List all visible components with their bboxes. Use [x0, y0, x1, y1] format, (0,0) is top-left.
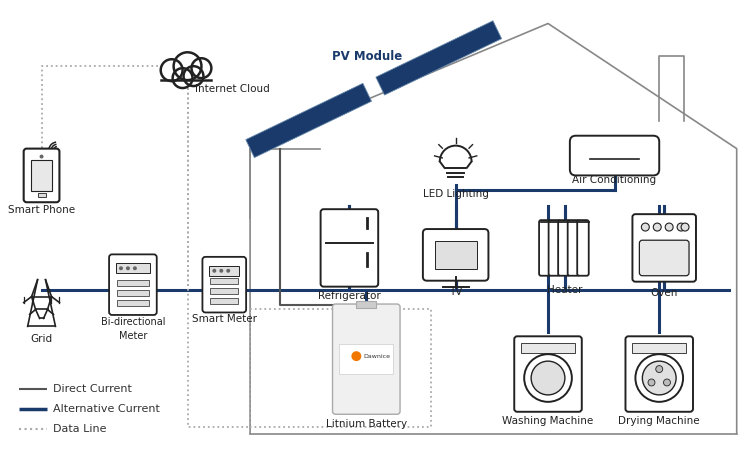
Bar	[210, 288, 238, 294]
FancyBboxPatch shape	[423, 229, 488, 280]
Text: Refrigerator: Refrigerator	[318, 290, 381, 301]
Bar	[116, 263, 150, 273]
Text: Internet Cloud: Internet Cloud	[196, 84, 270, 94]
Circle shape	[126, 266, 130, 270]
Text: Alternative Current: Alternative Current	[53, 404, 160, 414]
Circle shape	[133, 266, 137, 270]
FancyBboxPatch shape	[568, 220, 579, 276]
FancyBboxPatch shape	[320, 209, 378, 287]
Bar	[435, 241, 476, 269]
Polygon shape	[376, 21, 502, 95]
Polygon shape	[246, 83, 371, 158]
FancyBboxPatch shape	[626, 336, 693, 412]
Circle shape	[642, 361, 676, 395]
Bar	[632, 343, 686, 353]
Circle shape	[635, 354, 683, 402]
Circle shape	[665, 223, 674, 231]
Bar	[31, 159, 52, 191]
Circle shape	[653, 223, 662, 231]
Bar	[340, 344, 393, 374]
Text: Data Line: Data Line	[53, 424, 107, 434]
FancyBboxPatch shape	[578, 220, 589, 276]
Bar	[117, 300, 148, 306]
Text: Air Conditioning: Air Conditioning	[572, 175, 656, 185]
Text: Direct Current: Direct Current	[53, 384, 132, 394]
Circle shape	[677, 223, 685, 231]
FancyBboxPatch shape	[632, 214, 696, 282]
Circle shape	[226, 269, 230, 273]
Bar	[210, 278, 238, 284]
Text: Litnium Battery: Litnium Battery	[326, 419, 406, 429]
Circle shape	[40, 155, 44, 158]
FancyBboxPatch shape	[558, 220, 570, 276]
Text: PV Module: PV Module	[332, 50, 402, 63]
Circle shape	[531, 361, 565, 395]
FancyBboxPatch shape	[570, 136, 659, 175]
FancyBboxPatch shape	[539, 220, 550, 276]
Text: Heater: Heater	[548, 285, 583, 295]
Bar	[117, 280, 148, 286]
Text: Smart Phone: Smart Phone	[8, 205, 75, 215]
Circle shape	[656, 366, 663, 373]
Circle shape	[119, 266, 123, 270]
Bar	[117, 290, 148, 296]
Circle shape	[681, 223, 689, 231]
Text: Dawnice: Dawnice	[363, 354, 390, 359]
Text: Washing Machine: Washing Machine	[503, 416, 594, 426]
Bar	[209, 266, 239, 276]
FancyBboxPatch shape	[202, 257, 246, 313]
Text: Drying Machine: Drying Machine	[619, 416, 700, 426]
Circle shape	[648, 379, 655, 386]
Circle shape	[212, 269, 216, 273]
Text: TV: TV	[449, 287, 462, 297]
Circle shape	[524, 354, 572, 402]
Bar	[521, 343, 574, 353]
FancyBboxPatch shape	[109, 254, 157, 315]
Circle shape	[664, 379, 670, 386]
Text: Oven: Oven	[650, 288, 678, 298]
FancyBboxPatch shape	[639, 240, 689, 276]
Bar	[356, 301, 376, 308]
Text: Bi-directional
Meter: Bi-directional Meter	[100, 317, 165, 341]
FancyBboxPatch shape	[514, 336, 582, 412]
Circle shape	[641, 223, 650, 231]
Text: Grid: Grid	[31, 334, 52, 344]
Circle shape	[352, 351, 362, 361]
Bar	[210, 298, 238, 304]
Bar	[38, 193, 46, 197]
Circle shape	[219, 269, 224, 273]
Text: Smart Meter: Smart Meter	[192, 315, 256, 324]
Bar	[159, 64, 216, 84]
FancyBboxPatch shape	[332, 304, 400, 414]
FancyBboxPatch shape	[24, 149, 59, 202]
Text: LED Lighting: LED Lighting	[423, 189, 488, 199]
FancyBboxPatch shape	[548, 220, 560, 276]
